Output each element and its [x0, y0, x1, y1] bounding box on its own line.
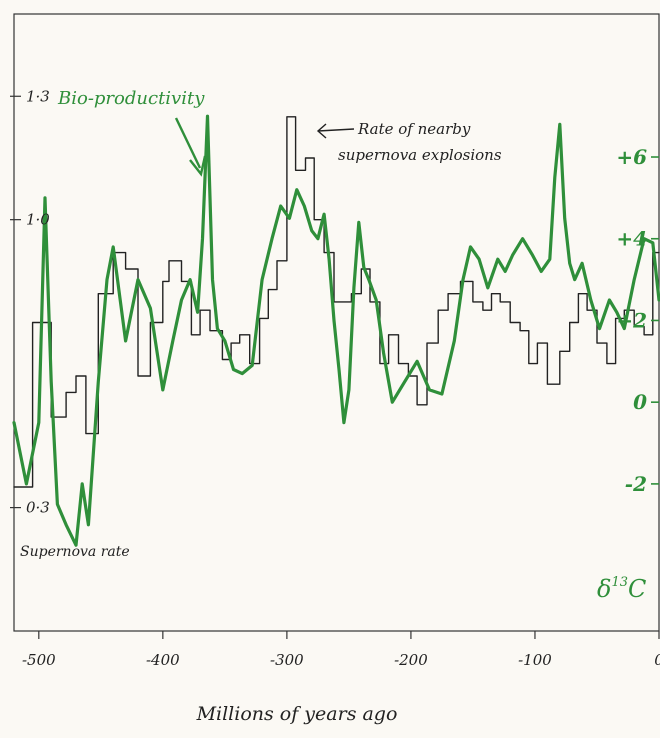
supernova-annotation-line1: Rate of nearby	[357, 120, 471, 138]
right-tick-label: +4	[616, 227, 647, 251]
x-tick-label: -300	[270, 651, 304, 669]
x-axis-label: Millions of years ago	[196, 703, 398, 725]
right-tick-label: 0	[633, 390, 647, 414]
supernova-annotation-line2: supernova explosions	[338, 146, 502, 164]
left-tick-label: 1·3	[26, 87, 50, 105]
x-tick-label: -200	[394, 651, 428, 669]
right-tick-label: +2	[616, 308, 647, 332]
carbon-isotope-series-line	[12, 114, 660, 547]
plot-frame	[13, 13, 660, 632]
left-tick-label: 0·3	[26, 499, 50, 517]
x-tick-label: -500	[22, 651, 56, 669]
bioproductivity-annotation: Bio-productivity	[57, 88, 205, 109]
x-tick-label: -100	[518, 651, 552, 669]
x-tick-label: -400	[146, 651, 180, 669]
supernova-rate-series-line	[13, 116, 660, 488]
right-axis-label: δ13C	[597, 575, 646, 603]
right-tick-label: +6	[616, 145, 647, 169]
supernova-annotation-arrow	[316, 123, 355, 139]
left-axis-label: Supernova rate	[20, 544, 130, 560]
x-tick-label: 0	[654, 651, 660, 669]
bioproductivity-arrow-shaft	[174, 117, 202, 169]
right-tick-label: -2	[625, 472, 647, 496]
left-tick-label: 1·0	[26, 211, 50, 229]
bioproductivity-arrow-head	[189, 155, 207, 177]
